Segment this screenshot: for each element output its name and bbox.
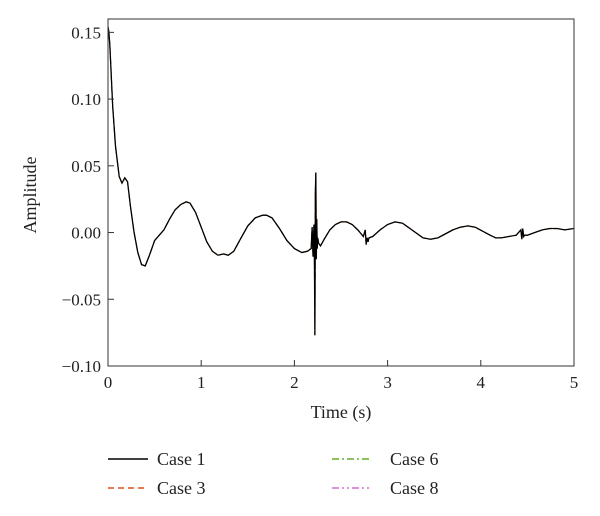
legend-label-1: Case 1 (157, 449, 206, 469)
y-tick-label: 0.15 (71, 23, 101, 42)
plot-area (108, 26, 574, 336)
x-tick-label: 0 (104, 373, 113, 392)
series-line-3 (108, 26, 574, 336)
legend-label-3: Case 6 (390, 449, 439, 469)
x-tick-label: 1 (197, 373, 206, 392)
axes: 0 1 2 3 4 5 −0.10 −0.05 0.00 0.05 0.10 0.15 (62, 18, 579, 392)
legend: Case 1 Case 3 Case 6 Case 8 (108, 449, 439, 498)
x-tick-label: 5 (570, 373, 579, 392)
y-tick-label: 0.05 (71, 157, 101, 176)
y-tick-label: −0.10 (62, 357, 101, 376)
series-line-4 (108, 26, 574, 336)
y-tick-label: 0.00 (71, 224, 101, 243)
y-tick-label: −0.05 (62, 290, 101, 309)
legend-label-2: Case 3 (157, 478, 206, 498)
x-tick-label: 3 (383, 373, 392, 392)
x-tick-label: 2 (290, 373, 299, 392)
series-line-2 (108, 26, 574, 336)
x-tick-label: 4 (477, 373, 486, 392)
series-line-1 (108, 26, 574, 336)
y-tick-label: 0.10 (71, 90, 101, 109)
legend-label-4: Case 8 (390, 478, 439, 498)
y-axis-label: Amplitude (20, 156, 40, 233)
x-axis-label: Time (s) (311, 402, 372, 423)
axes-frame (107, 18, 575, 367)
